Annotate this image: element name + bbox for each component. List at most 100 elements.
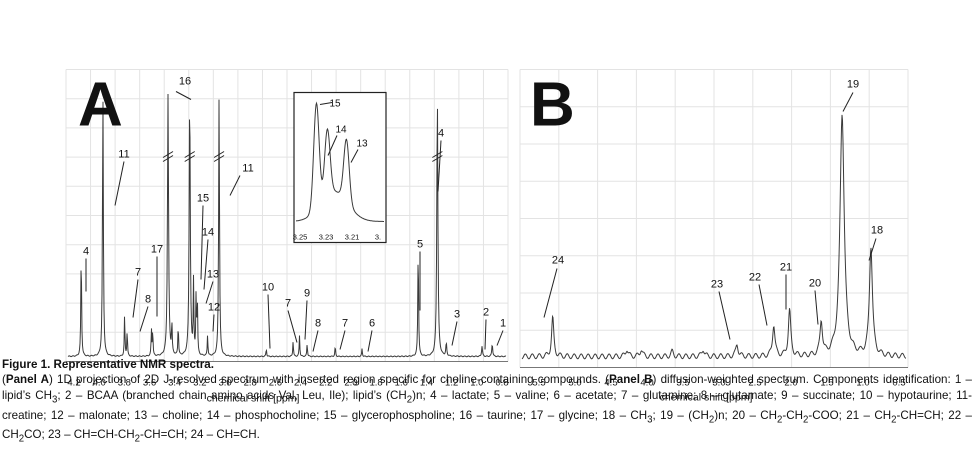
x-tick-label: 5.5 [532,378,545,389]
peak-label: 12 [208,302,220,314]
x-tick-label: 2.0 [784,378,797,389]
caption-body: (Panel A) 1D projection of 2D J-resolved… [2,373,972,445]
x-tick-label: 1.2 [445,378,458,389]
inset-tick-label: 3.25 [293,233,308,242]
peak-leader-line [842,92,854,112]
peak-label: 1 [500,318,506,330]
break-mark [213,155,225,162]
inset-plot: 3.25 3.23 3.21 3. 15 14 13 [293,91,387,244]
inset-peak-label: 15 [329,99,341,110]
peak-label: 10 [262,282,274,294]
peak-leader-line [496,330,504,346]
peak-label: 11 [118,149,129,161]
peak-label: 23 [711,279,723,291]
panel-a-spectrum [67,93,507,358]
inset-peak-label: 14 [335,125,347,136]
break-mark [162,151,174,158]
break-mark [213,151,225,158]
break-mark [184,155,195,162]
x-tick-label: 1.0 [856,378,869,389]
peak-leader-line [229,175,241,196]
peak-label: 11 [242,163,253,175]
peak-label: 4 [438,128,444,140]
x-tick-label: 2.5 [748,378,761,389]
x-axis-label: chemical shift [ppm] [660,392,753,404]
peak-leader-line [287,310,298,343]
peak-leader-line [367,330,373,352]
caption-title: Figure 1. Representative NMR spectra. [2,358,214,371]
x-tick-label: 4.2 [67,378,80,389]
peak-leader-line [304,300,308,340]
peak-leader-line [200,205,204,280]
peak-leader-line [868,238,877,261]
panel-b-ref: Panel B [609,373,653,387]
panel-b-spectrum [521,114,907,360]
x-tick-label: 4.0 [640,378,653,389]
x-tick-label: 2.2 [319,378,332,389]
peak-label: 7 [285,298,291,310]
inset-frame [293,91,387,244]
peak-label: 18 [871,225,883,237]
peak-label: 8 [315,318,321,330]
panel-a-ref: Panel A [5,373,49,387]
x-tick-label: 3.0 [218,378,231,389]
peak-label: 5 [417,239,423,251]
peak-leader-line [139,306,149,332]
x-tick-label: 2.4 [294,378,307,389]
peak-label: 16 [179,76,191,88]
inset-tick-label: 3.21 [345,233,360,242]
inset-leader-line [327,135,338,156]
inset-tick-label: 3. [375,233,381,242]
peak-label: 8 [145,294,151,306]
x-tick-label: 1.8 [370,378,383,389]
panel-a: 4.2 4.0 3.8 3.6 3.4 3.2 3.0 2.8 2.6 2.4 2.2 2.0 1.8 1… [65,69,509,405]
peak-label: 24 [552,255,564,267]
peak-label: 17 [151,244,163,256]
inset-leader-line [319,102,333,105]
peak-leader-line [814,290,819,325]
x-tick-label: 3.2 [193,378,206,389]
x-tick-label: 3.4 [168,378,181,389]
peak-leader-line [114,161,125,206]
peak-label: 6 [369,318,375,330]
peak-leader-line [205,281,214,304]
peak-leader-line [484,319,487,350]
peak-label: 15 [197,193,209,205]
x-tick-label: 0.8 [495,378,508,389]
peak-leader-line [132,279,139,318]
peak-leader-line [543,268,558,318]
break-mark [184,151,195,158]
panel-b-grid [519,69,909,368]
x-tick-label: 4.0 [93,378,106,389]
peak-leader-line [203,239,209,290]
peak-label: 20 [809,278,821,290]
x-tick-label: 3.0 [712,378,725,389]
inset-leader-line [350,149,359,163]
x-tick-label: 1.6 [395,378,408,389]
peak-label: 4 [83,246,89,258]
peak-leader-line [175,91,192,100]
x-tick-label: 2.8 [244,378,257,389]
x-tick-label: 0.5 [892,378,905,389]
peak-label: 9 [304,288,310,300]
peak-leader-line [212,314,215,332]
peak-label: 7 [135,267,141,279]
x-tick-label: 4.5 [604,378,617,389]
inset-peak-label: 13 [356,139,368,150]
x-tick-label: 3.8 [118,378,131,389]
peak-label: 7 [342,318,348,330]
x-axis-label: chemical shift [ppm] [207,393,300,405]
peak-label: 3 [454,309,460,321]
peak-label: 14 [202,227,214,239]
peak-leader-line [312,330,319,352]
peak-leader-line [339,330,346,350]
x-tick-label: 1.0 [470,378,483,389]
x-tick-label: 2.6 [269,378,282,389]
inset-tick-label: 3.23 [319,233,334,242]
inset-spectrum [296,101,384,222]
panel-b-label: B [530,71,575,140]
panel-b: 5.5 5.0 4.5 4.0 3.5 3.0 2.5 2.0 1.5 1.0 0.5 chemica… [519,69,909,404]
peak-label: 22 [749,272,761,284]
peak-label: 19 [847,79,859,91]
